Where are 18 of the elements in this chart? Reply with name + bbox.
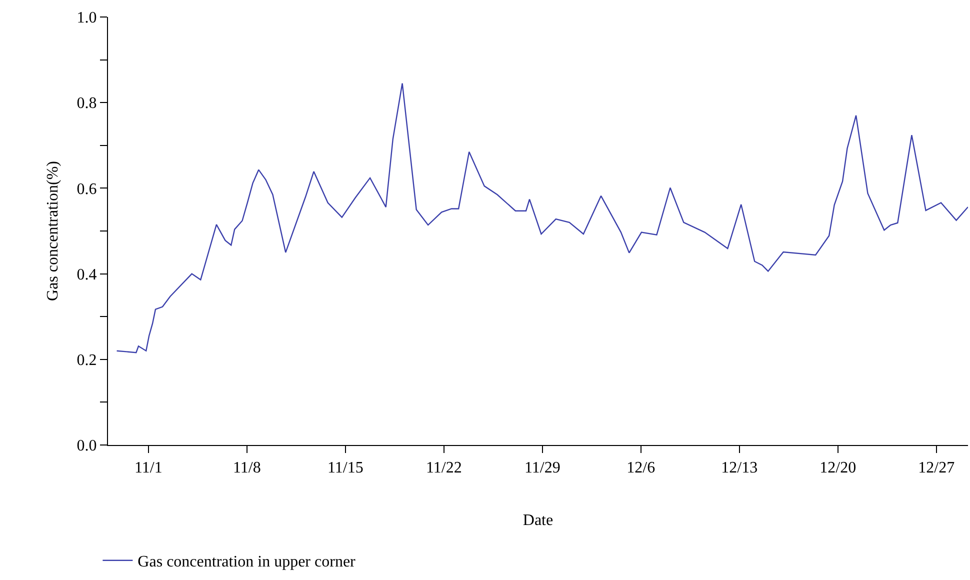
x-tick-label: 12/6 (626, 459, 656, 476)
y-tick-label: 0.0 (76, 438, 97, 455)
x-tick-label: 11/15 (327, 459, 364, 476)
y-tick-label: 0.4 (76, 266, 97, 284)
x-tick-label: 11/8 (233, 459, 261, 476)
x-tick-label: 11/22 (426, 459, 462, 476)
y-tick-label: 0.6 (76, 180, 97, 198)
x-axis-title: Date (522, 512, 554, 529)
x-tick-label: 12/13 (721, 459, 758, 476)
x-tick-label: 12/20 (820, 459, 856, 476)
y-tick-label: 0.8 (76, 95, 97, 112)
y-axis-title: Gas concentration(%) (44, 161, 62, 301)
x-tick-label: 11/1 (134, 459, 162, 476)
y-tick-label: 0.2 (76, 352, 97, 369)
y-tick-label: 1.0 (76, 10, 97, 27)
x-tick-label: 12/27 (918, 459, 955, 476)
legend-label: Gas concentration in upper corner (138, 554, 356, 571)
x-tick-label: 11/29 (524, 459, 560, 476)
